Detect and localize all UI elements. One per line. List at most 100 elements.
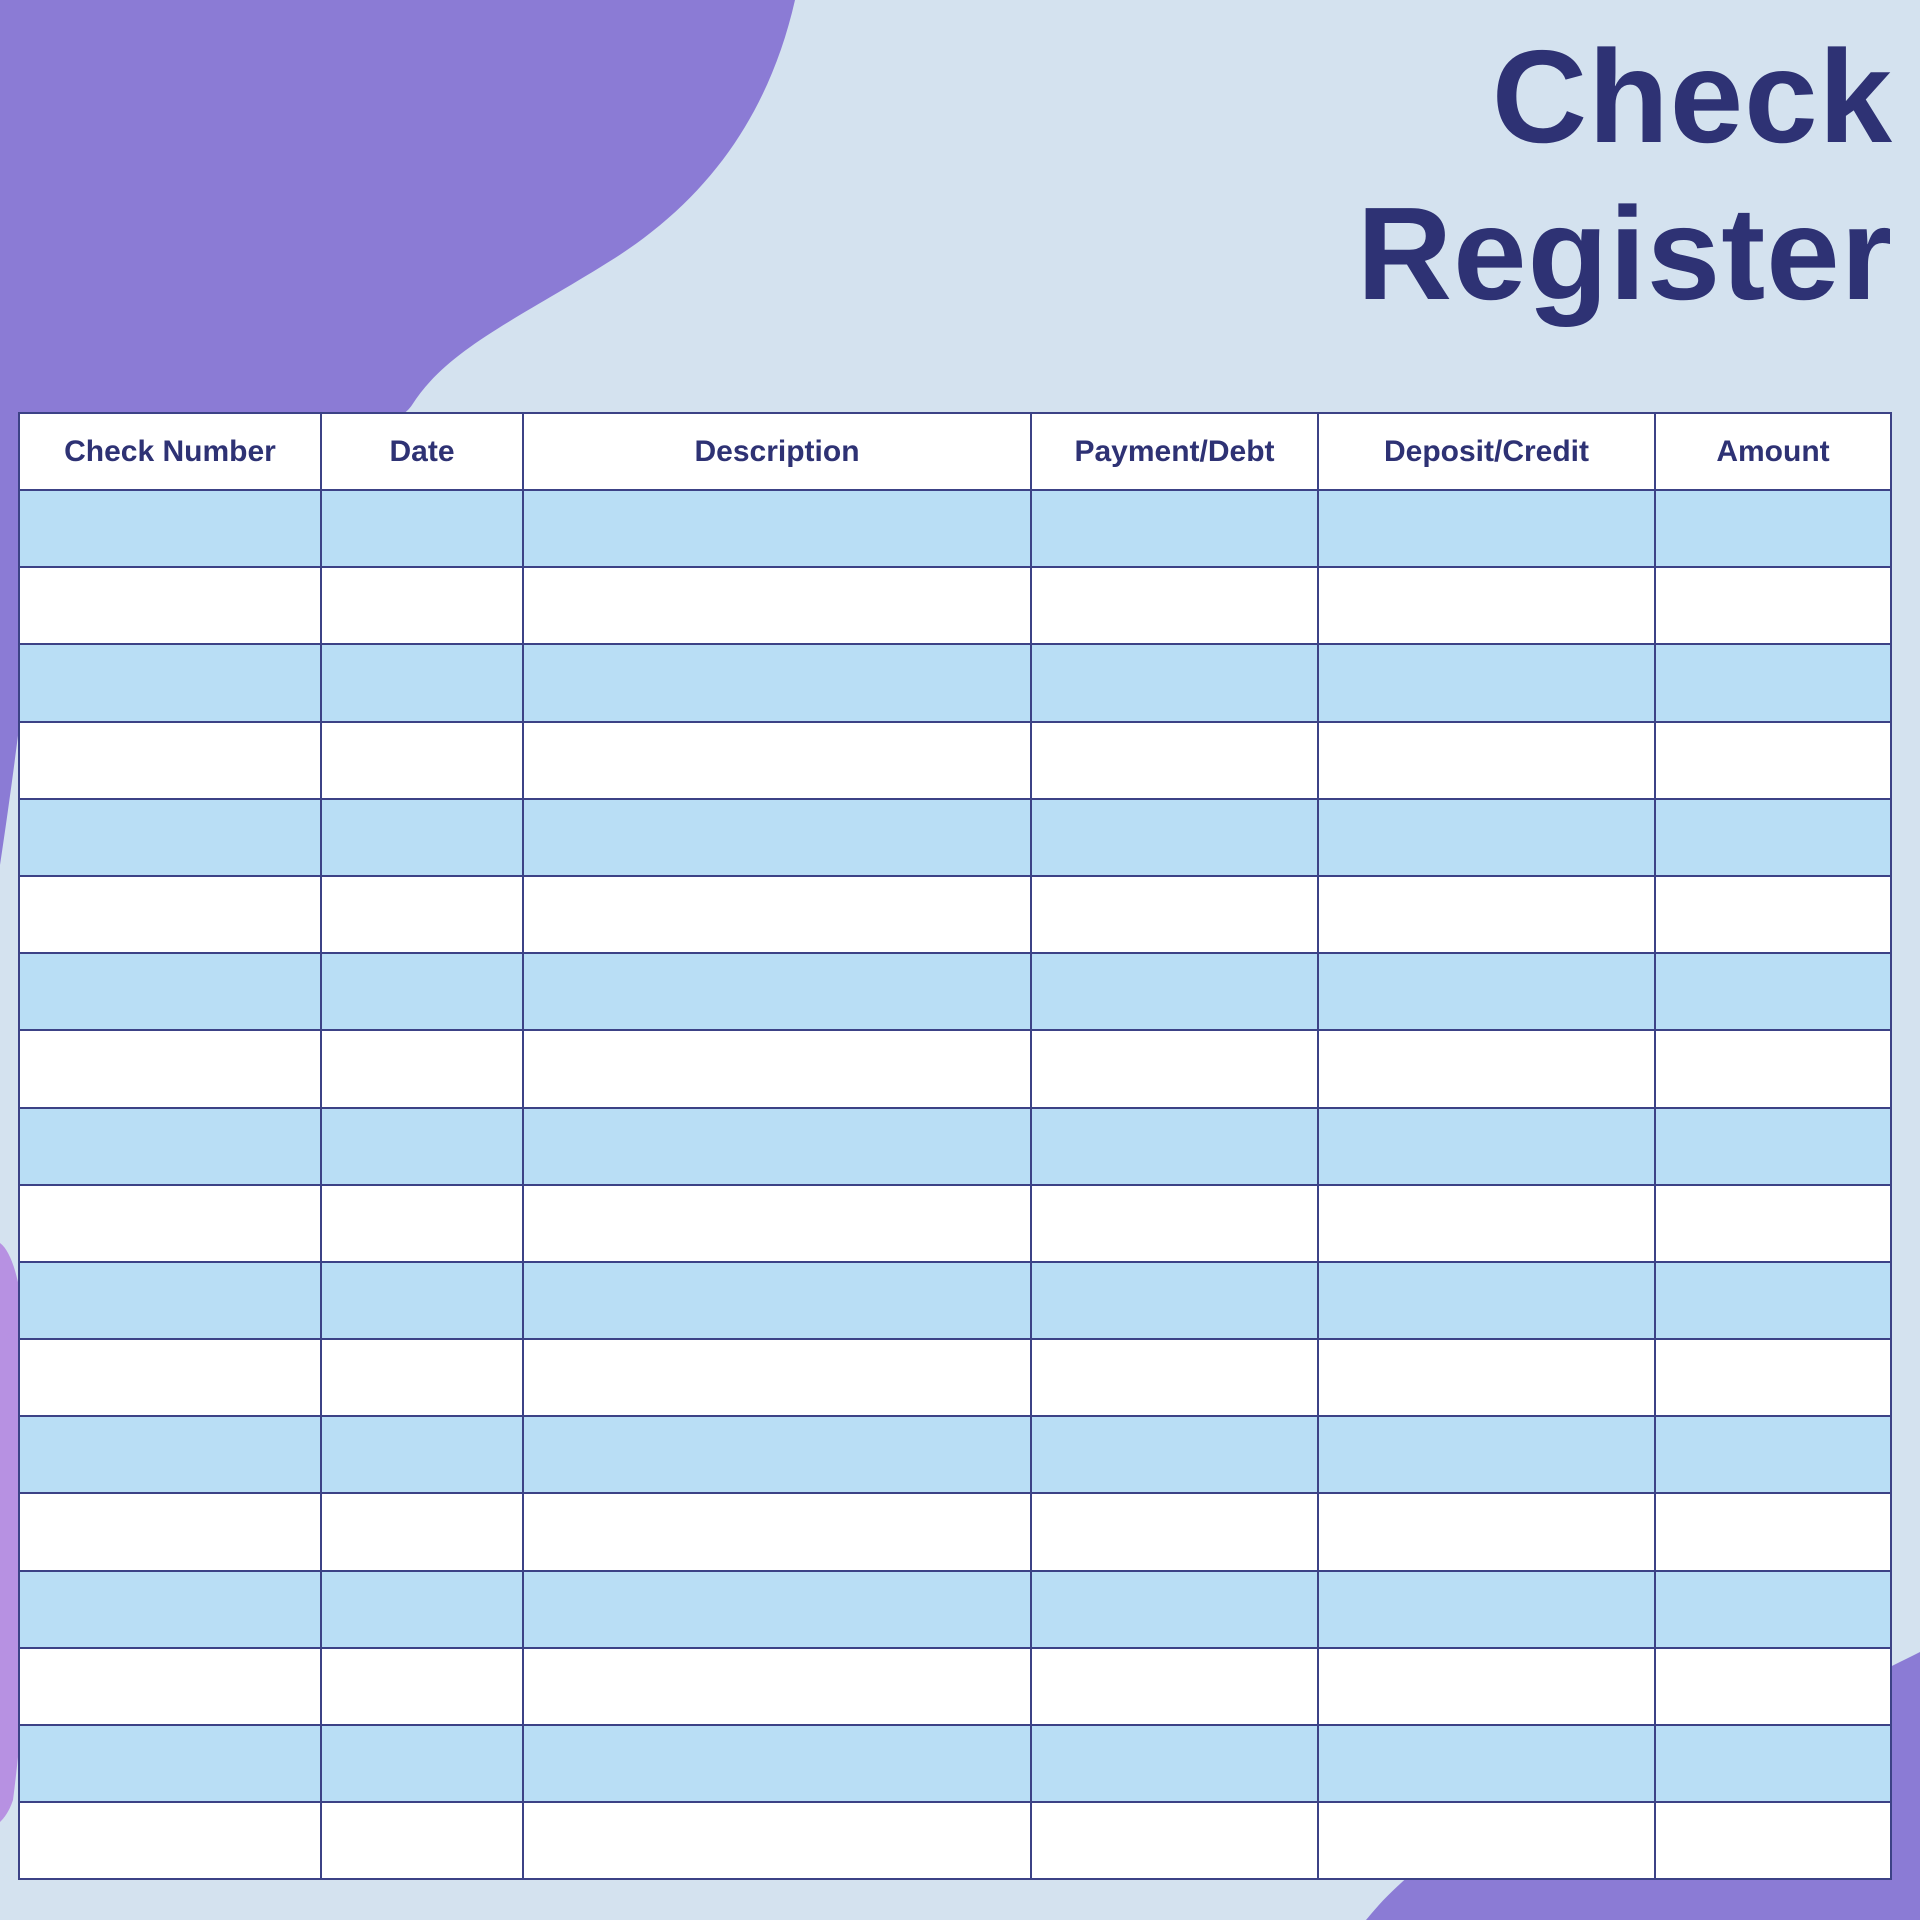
table-cell — [320, 1029, 524, 1109]
table-cell — [1317, 1260, 1656, 1341]
table-row — [18, 1646, 1892, 1727]
table-cell — [1317, 1106, 1656, 1186]
table-cell — [522, 1183, 1032, 1263]
table-cell — [1317, 874, 1656, 955]
table-cell — [18, 720, 322, 800]
table-row — [18, 1183, 1892, 1263]
table-cell — [1654, 720, 1892, 800]
table-cell — [1654, 874, 1892, 955]
table-cell — [1654, 1183, 1892, 1263]
top-left-blob-shape — [0, 0, 795, 865]
table-row — [18, 952, 1892, 1032]
column-header-amount: Amount — [1654, 412, 1892, 491]
table-cell — [1654, 1338, 1892, 1418]
table-cell — [320, 566, 524, 646]
table-cell — [18, 643, 322, 723]
table-cell — [320, 874, 524, 955]
table-row — [18, 1569, 1892, 1649]
table-cell — [18, 874, 322, 955]
table-row — [18, 874, 1892, 955]
page-title-line2: Register — [1356, 180, 1893, 327]
table-cell — [522, 1415, 1032, 1495]
table-cell — [1654, 1723, 1892, 1804]
table-cell — [18, 1415, 322, 1495]
table-cell — [522, 1646, 1032, 1727]
table-row — [18, 566, 1892, 646]
table-cell — [320, 1492, 524, 1572]
table-cell — [1030, 1260, 1319, 1341]
table-cell — [1030, 1029, 1319, 1109]
table-cell — [1654, 1801, 1892, 1881]
table-cell — [1654, 1646, 1892, 1727]
table-cell — [1030, 1723, 1319, 1804]
table-cell — [18, 1801, 322, 1881]
table-cell — [320, 1415, 524, 1495]
table-cell — [18, 566, 322, 646]
table-cell — [1030, 1415, 1319, 1495]
table-cell — [1030, 488, 1319, 569]
table-cell — [1317, 720, 1656, 800]
table-row — [18, 797, 1892, 877]
page-title-line1: Check — [1491, 23, 1893, 170]
table-cell — [1317, 1723, 1656, 1804]
table-cell — [1030, 566, 1319, 646]
table-cell — [522, 952, 1032, 1032]
table-cell — [522, 1723, 1032, 1804]
table-cell — [522, 1569, 1032, 1649]
table-cell — [1317, 1646, 1656, 1727]
table-cell — [1030, 1492, 1319, 1572]
table-cell — [1317, 1492, 1656, 1572]
table-row — [18, 1106, 1892, 1186]
table-row — [18, 1723, 1892, 1804]
table-cell — [320, 643, 524, 723]
table-cell — [522, 720, 1032, 800]
table-cell — [522, 1492, 1032, 1572]
table-cell — [18, 1569, 322, 1649]
table-cell — [320, 1106, 524, 1186]
table-cell — [1654, 1260, 1892, 1341]
table-cell — [522, 1338, 1032, 1418]
table-row — [18, 488, 1892, 569]
table-row — [18, 1801, 1892, 1881]
table-cell — [18, 1260, 322, 1341]
table-cell — [18, 1183, 322, 1263]
column-header-description: Description — [522, 412, 1032, 491]
table-row — [18, 1260, 1892, 1341]
table-cell — [1654, 643, 1892, 723]
table-cell — [522, 1801, 1032, 1881]
table-cell — [522, 1260, 1032, 1341]
table-cell — [18, 1646, 322, 1727]
table-cell — [522, 797, 1032, 877]
table-cell — [1654, 1569, 1892, 1649]
table-cell — [320, 1569, 524, 1649]
table-cell — [1030, 1801, 1319, 1881]
table-cell — [1030, 1569, 1319, 1649]
table-cell — [320, 797, 524, 877]
table-cell — [1030, 720, 1319, 800]
check-register-table: Check Number Date Description Payment/De… — [18, 412, 1892, 1881]
table-cell — [320, 1260, 524, 1341]
table-cell — [1654, 952, 1892, 1032]
table-cell — [320, 488, 524, 569]
table-cell — [320, 1338, 524, 1418]
table-cell — [320, 1646, 524, 1727]
table-row — [18, 1492, 1892, 1572]
table-cell — [320, 952, 524, 1032]
table-cell — [1030, 797, 1319, 877]
table-cell — [522, 1106, 1032, 1186]
table-cell — [18, 1106, 322, 1186]
table-cell — [18, 488, 322, 569]
table-cell — [1317, 488, 1656, 569]
table-cell — [522, 566, 1032, 646]
table-cell — [1317, 1569, 1656, 1649]
column-header-check-number: Check Number — [18, 412, 322, 491]
table-cell — [1317, 952, 1656, 1032]
table-cell — [18, 1029, 322, 1109]
table-cell — [522, 488, 1032, 569]
table-cell — [1654, 488, 1892, 569]
table-cell — [1317, 1415, 1656, 1495]
table-cell — [522, 1029, 1032, 1109]
table-cell — [1317, 1338, 1656, 1418]
table-cell — [1654, 566, 1892, 646]
